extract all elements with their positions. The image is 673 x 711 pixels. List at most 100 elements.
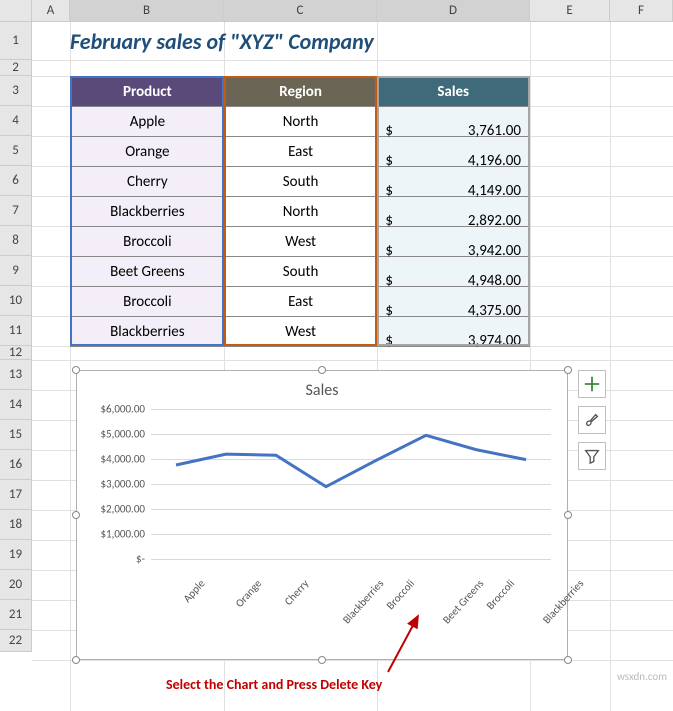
row-header-14[interactable]: 14 xyxy=(0,390,32,420)
cell-sales[interactable]: $4,375.00 xyxy=(377,287,530,317)
header-product[interactable]: Product xyxy=(71,77,225,107)
row-header-4[interactable]: 4 xyxy=(0,106,32,136)
cell-sales[interactable]: $4,149.00 xyxy=(377,167,530,197)
y-axis-label: $2,000.00 xyxy=(100,503,145,516)
cell-product[interactable]: Apple xyxy=(71,107,225,137)
resize-handle[interactable] xyxy=(564,366,572,374)
row-header-10[interactable]: 10 xyxy=(0,286,32,316)
resize-handle[interactable] xyxy=(72,656,80,664)
cell-region[interactable]: West xyxy=(224,317,377,347)
cell-product[interactable]: Broccoli xyxy=(71,287,225,317)
sales-chart[interactable]: Sales $-$1,000.00$2,000.00$3,000.00$4,00… xyxy=(76,370,568,660)
chart-filters-button[interactable] xyxy=(578,442,606,470)
cell-region[interactable]: East xyxy=(224,287,377,317)
spreadsheet-grid: A B C D E F 1 2 3 4 5 6 7 8 9 10 11 12 1… xyxy=(0,0,673,711)
x-axis-label: Blackberries xyxy=(340,577,386,626)
cell-region[interactable]: East xyxy=(224,137,377,167)
watermark: wsxdn.com xyxy=(617,670,667,683)
cell-sales[interactable]: $3,761.00 xyxy=(377,107,530,137)
cell-product[interactable]: Blackberries xyxy=(71,197,225,227)
row-header-21[interactable]: 21 xyxy=(0,600,32,630)
plus-icon xyxy=(583,375,601,393)
cell-region[interactable]: West xyxy=(224,227,377,257)
cell-product[interactable]: Blackberries xyxy=(71,317,225,347)
table-row[interactable]: Apple North $3,761.00 xyxy=(71,107,530,137)
row-header-1[interactable]: 1 xyxy=(0,22,32,60)
cell-sales[interactable]: $3,942.00 xyxy=(377,227,530,257)
chart-side-tools xyxy=(578,370,606,470)
row-header-19[interactable]: 19 xyxy=(0,540,32,570)
sales-table[interactable]: Product Region Sales Apple North $3,761.… xyxy=(70,76,530,347)
cell-region[interactable]: North xyxy=(224,197,377,227)
table-row[interactable]: Orange East $4,196.00 xyxy=(71,137,530,167)
resize-handle[interactable] xyxy=(318,656,326,664)
row-header-6[interactable]: 6 xyxy=(0,166,32,196)
col-header-F[interactable]: F xyxy=(610,0,673,21)
table-row[interactable]: Broccoli East $4,375.00 xyxy=(71,287,530,317)
column-headers: A B C D E F xyxy=(0,0,673,22)
y-axis-label: $1,000.00 xyxy=(100,528,145,541)
brush-icon xyxy=(583,411,601,429)
chart-styles-button[interactable] xyxy=(578,406,606,434)
y-axis-label: $4,000.00 xyxy=(100,453,145,466)
col-header-D[interactable]: D xyxy=(377,0,530,21)
cell-product[interactable]: Cherry xyxy=(71,167,225,197)
row-header-11[interactable]: 11 xyxy=(0,316,32,346)
resize-handle[interactable] xyxy=(564,511,572,519)
row-header-3[interactable]: 3 xyxy=(0,76,32,106)
resize-handle[interactable] xyxy=(72,511,80,519)
row-headers: 1 2 3 4 5 6 7 8 9 10 11 12 13 14 15 16 1… xyxy=(0,22,32,652)
row-header-8[interactable]: 8 xyxy=(0,226,32,256)
chart-plot: $-$1,000.00$2,000.00$3,000.00$4,000.00$5… xyxy=(151,409,551,559)
table-row[interactable]: Broccoli West $3,942.00 xyxy=(71,227,530,257)
row-header-5[interactable]: 5 xyxy=(0,136,32,166)
cell-product[interactable]: Orange xyxy=(71,137,225,167)
row-header-17[interactable]: 17 xyxy=(0,480,32,510)
y-axis-label: $6,000.00 xyxy=(100,403,145,416)
resize-handle[interactable] xyxy=(72,366,80,374)
row-header-2[interactable]: 2 xyxy=(0,60,32,76)
table-row[interactable]: Cherry South $4,149.00 xyxy=(71,167,530,197)
cell-product[interactable]: Beet Greens xyxy=(71,257,225,287)
row-header-20[interactable]: 20 xyxy=(0,570,32,600)
chart-elements-button[interactable] xyxy=(578,370,606,398)
y-axis-label: $- xyxy=(136,553,145,566)
cell-sales[interactable]: $2,892.00 xyxy=(377,197,530,227)
header-region[interactable]: Region xyxy=(224,77,377,107)
cell-sales[interactable]: $4,948.00 xyxy=(377,257,530,287)
table-row[interactable]: Blackberries West $3,974.00 xyxy=(71,317,530,347)
row-header-22[interactable]: 22 xyxy=(0,630,32,652)
cell-region[interactable]: South xyxy=(224,257,377,287)
x-axis-label: Apple xyxy=(181,577,208,605)
grid-line xyxy=(151,559,551,560)
row-header-12[interactable]: 12 xyxy=(0,346,32,360)
sales-value: 3,974.00 xyxy=(468,332,521,350)
row-header-9[interactable]: 9 xyxy=(0,256,32,286)
cell-region[interactable]: South xyxy=(224,167,377,197)
col-header-B[interactable]: B xyxy=(70,0,224,21)
resize-handle[interactable] xyxy=(318,366,326,374)
table-row[interactable]: Beet Greens South $4,948.00 xyxy=(71,257,530,287)
header-sales[interactable]: Sales xyxy=(377,77,530,107)
x-axis-label: Broccoli xyxy=(384,577,417,612)
select-all-corner[interactable] xyxy=(0,0,32,22)
cell-sales[interactable]: $4,196.00 xyxy=(377,137,530,167)
table-header-row: Product Region Sales xyxy=(71,77,530,107)
col-header-A[interactable]: A xyxy=(32,0,70,21)
col-header-E[interactable]: E xyxy=(530,0,610,21)
table-row[interactable]: Blackberries North $2,892.00 xyxy=(71,197,530,227)
chart-title[interactable]: Sales xyxy=(83,377,561,402)
row-header-18[interactable]: 18 xyxy=(0,510,32,540)
instruction-callout: Select the Chart and Press Delete Key xyxy=(166,676,382,693)
cell-region[interactable]: North xyxy=(224,107,377,137)
row-header-15[interactable]: 15 xyxy=(0,420,32,450)
chart-plot-area[interactable]: Sales $-$1,000.00$2,000.00$3,000.00$4,00… xyxy=(83,377,561,653)
row-header-7[interactable]: 7 xyxy=(0,196,32,226)
cell-product[interactable]: Broccoli xyxy=(71,227,225,257)
col-header-C[interactable]: C xyxy=(224,0,377,21)
cell-sales[interactable]: $3,974.00 xyxy=(377,317,530,347)
line-series xyxy=(151,409,551,559)
row-header-16[interactable]: 16 xyxy=(0,450,32,480)
row-header-13[interactable]: 13 xyxy=(0,360,32,390)
resize-handle[interactable] xyxy=(564,656,572,664)
